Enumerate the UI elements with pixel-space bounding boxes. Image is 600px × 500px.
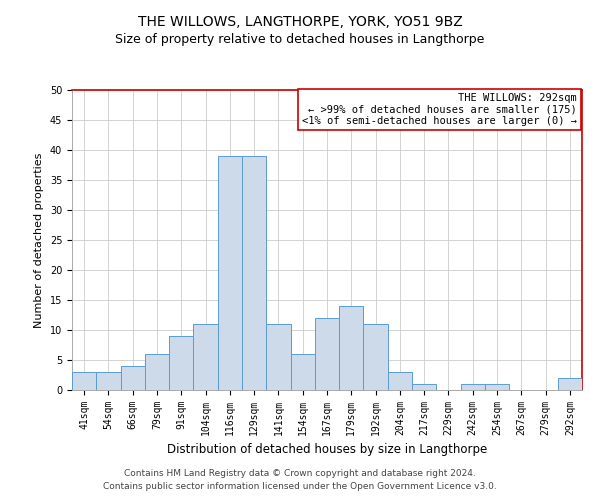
Bar bbox=[72, 372, 96, 390]
Bar bbox=[96, 372, 121, 390]
Bar bbox=[193, 324, 218, 390]
Text: THE WILLOWS: 292sqm
← >99% of detached houses are smaller (175)
<1% of semi-deta: THE WILLOWS: 292sqm ← >99% of detached h… bbox=[302, 93, 577, 126]
Bar bbox=[485, 384, 509, 390]
Bar bbox=[242, 156, 266, 390]
Bar bbox=[388, 372, 412, 390]
Y-axis label: Number of detached properties: Number of detached properties bbox=[34, 152, 44, 328]
Bar bbox=[339, 306, 364, 390]
Bar bbox=[266, 324, 290, 390]
Bar bbox=[558, 378, 582, 390]
Bar bbox=[412, 384, 436, 390]
Bar bbox=[364, 324, 388, 390]
Bar bbox=[169, 336, 193, 390]
Bar bbox=[218, 156, 242, 390]
Bar bbox=[461, 384, 485, 390]
Text: Contains HM Land Registry data © Crown copyright and database right 2024.: Contains HM Land Registry data © Crown c… bbox=[124, 468, 476, 477]
X-axis label: Distribution of detached houses by size in Langthorpe: Distribution of detached houses by size … bbox=[167, 444, 487, 456]
Text: THE WILLOWS, LANGTHORPE, YORK, YO51 9BZ: THE WILLOWS, LANGTHORPE, YORK, YO51 9BZ bbox=[137, 15, 463, 29]
Text: Size of property relative to detached houses in Langthorpe: Size of property relative to detached ho… bbox=[115, 32, 485, 46]
Text: Contains public sector information licensed under the Open Government Licence v3: Contains public sector information licen… bbox=[103, 482, 497, 491]
Bar bbox=[315, 318, 339, 390]
Bar bbox=[145, 354, 169, 390]
Bar bbox=[121, 366, 145, 390]
Bar bbox=[290, 354, 315, 390]
